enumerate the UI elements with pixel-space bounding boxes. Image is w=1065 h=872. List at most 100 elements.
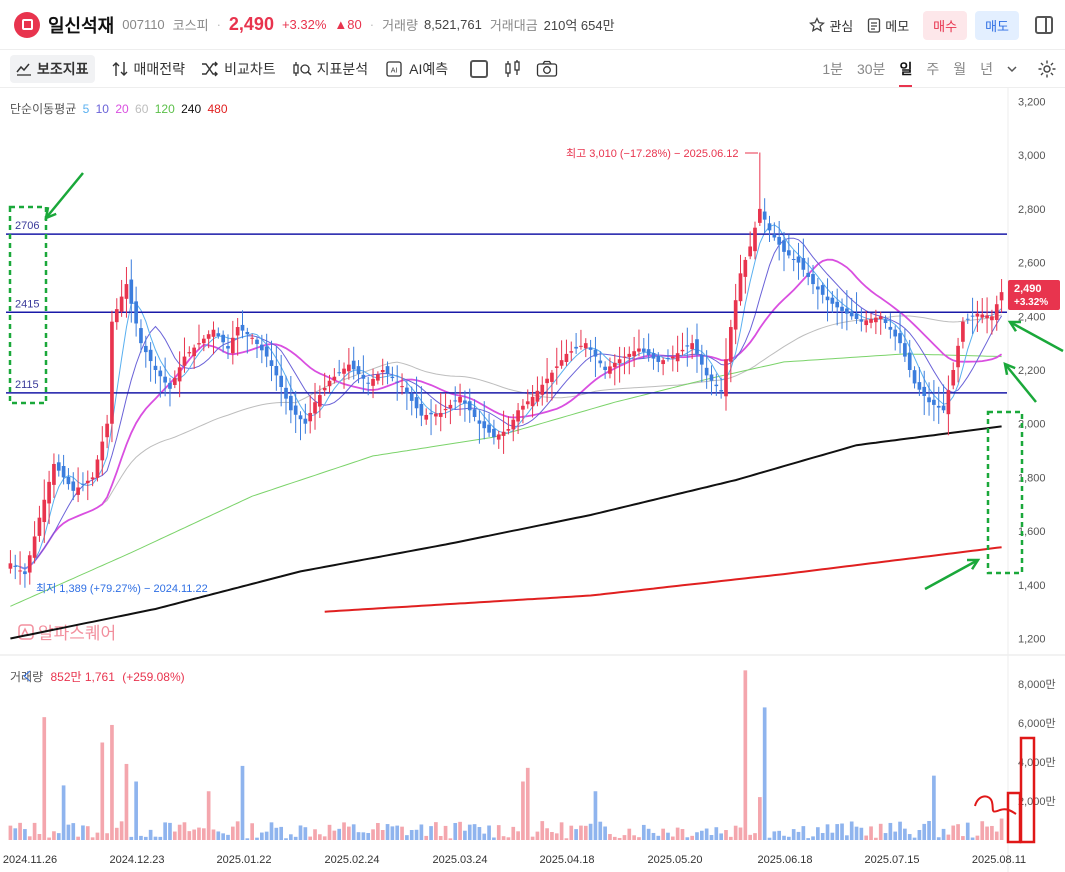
price-chart[interactable]: 3,200 3,000 2,800 2,600 2,400 2,200 2,000 1,800… [0,88,1065,872]
volume-bar [322,836,327,840]
candle-body [854,313,859,319]
candle-body [23,571,27,575]
camera-icon[interactable] [536,60,558,78]
volume-bar [477,827,482,840]
annotation-arrow [45,172,84,219]
volume-bar [719,833,723,840]
volume-bar [182,822,187,840]
gear-icon[interactable] [1037,59,1057,79]
volume-bar [985,826,989,840]
tool-label: 매매전략 [133,60,186,77]
volume-bar [52,831,56,840]
volume-bar [646,828,651,840]
volume-bar [661,828,665,840]
volume-bar [458,821,462,840]
timeframe-30min[interactable]: 30분 [856,61,886,77]
candle-body [264,346,269,357]
volume-bar [554,833,559,840]
volume-bar [279,826,284,840]
chevron-down-icon[interactable] [1007,65,1017,73]
volume-bar [269,822,274,840]
sell-button[interactable]: 매도 [975,10,1019,40]
ma-legend-label: 단순이동평균 [10,102,77,116]
volume-bar [66,824,71,840]
candle-body [463,400,467,404]
candle-body [443,408,448,411]
candle-body [569,351,574,353]
ai-predict-tool-button[interactable]: AI AI예측 [384,55,448,83]
volume-bar [356,832,361,840]
volume-bar [221,833,225,840]
price-axis-tick-label: 2,000 [1018,419,1046,431]
strategy-tool-button[interactable]: 매매전략 [111,55,186,83]
candle-body [182,356,187,366]
volume-bar [274,827,279,840]
candle-body [361,374,366,379]
price-axis-tick-label: 2,400 [1018,311,1046,323]
stock-header: 일신석재 007110 코스피 · 2,490 +3.32% ▲80 · 거래량… [0,0,1065,50]
volume-bar [259,832,264,840]
volume-bar [385,824,390,840]
volume-bar [699,830,704,840]
volume-bar [695,832,699,840]
compare-tool-button[interactable]: 비교차트 [201,55,276,83]
volume-bar [932,775,936,840]
volume-bar [424,835,429,840]
candle-analysis-icon [292,61,312,76]
ma20-line [19,258,1003,570]
square-tool-icon[interactable] [470,59,489,78]
annotation-arrow [1004,363,1037,403]
candle-body [685,345,690,347]
candle-body [907,352,912,370]
side-panel-icon[interactable] [1035,16,1053,34]
watch-button[interactable]: 관심 [809,16,853,35]
candle-body [598,360,603,364]
candle-body [540,384,545,395]
volume-bar [153,836,158,840]
analysis-tool-button[interactable]: 지표분석 [292,55,368,83]
timeframe-1min[interactable]: 1분 [822,61,843,77]
timeframe-day[interactable]: 일 [899,59,913,87]
volume-bar [898,821,902,840]
volume-bar [733,825,738,840]
candle-body [695,339,699,354]
timeframe-month[interactable]: 월 [953,61,967,77]
volume-bar [637,837,641,840]
candle-body [622,356,627,358]
volume-bar [201,828,206,840]
candle-type-icon[interactable] [504,59,522,79]
candle-body [42,499,47,523]
buy-button[interactable]: 매수 [923,10,968,40]
ma480-label: 480 [207,102,228,116]
indicator-tool-button[interactable]: 보조지표 [10,54,95,83]
volume-bar [782,835,786,840]
annotation-arrow-head [1003,361,1016,376]
candle-body [105,423,109,438]
candle-body [970,315,975,317]
chart-toolbar: 보조지표 매매전략 비교차트 지표분석 AI AI예측 1분 30분 일 주 월… [0,50,1065,88]
candle-body [738,273,743,302]
timeframe-year[interactable]: 년 [980,61,993,77]
candle-body [289,395,293,411]
ma240-label: 240 [181,102,202,116]
volume-bar [666,832,670,840]
candle-body [965,318,970,320]
volume-bar [472,824,477,840]
volume-bar [139,835,143,840]
x-axis-tick-label: 2025.06.18 [757,854,812,866]
volume-bar [443,825,448,840]
memo-button[interactable]: 메모 [867,16,909,35]
volume-bar [670,836,675,840]
volume-bar [298,825,303,840]
volume-bar [714,827,719,840]
volume-bar [583,825,588,840]
candle-body [168,382,172,389]
candle-body [878,316,883,320]
volume-bar [419,824,424,840]
volume-bar [216,831,221,840]
volume-bar [172,831,177,840]
timeframe-week[interactable]: 주 [926,61,940,77]
volume-bar [501,836,506,840]
volume-bar [289,834,293,840]
candle-body [767,223,772,231]
